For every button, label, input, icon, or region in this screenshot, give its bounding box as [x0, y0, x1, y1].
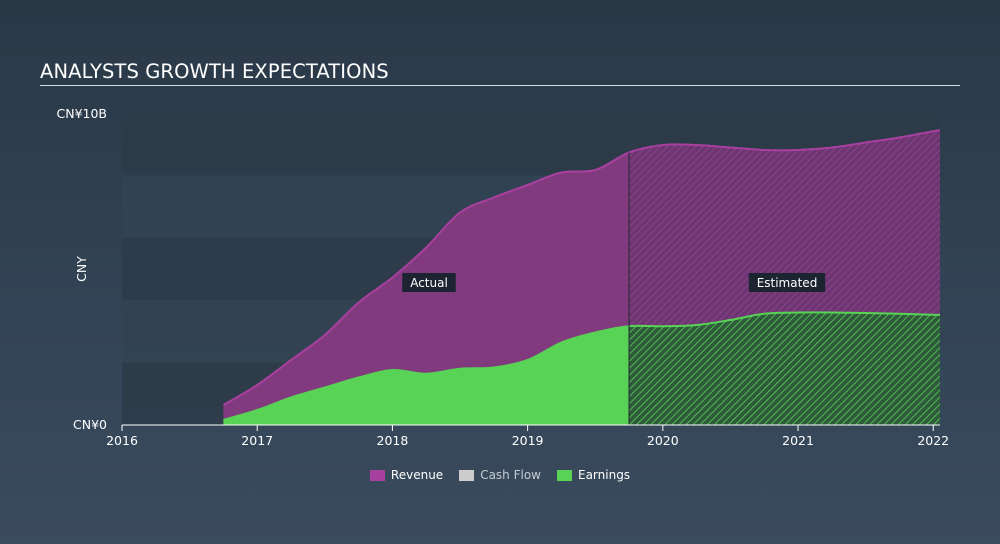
earnings-area-actual	[223, 326, 630, 425]
earnings-area-estimated	[629, 312, 940, 425]
axes: 2016 2017 2018 2019 2020 2021 2022 CN¥0 CN¥10B CN…	[56, 106, 949, 448]
x-tick-label: 2020	[647, 433, 679, 448]
earnings-line	[223, 311, 941, 421]
x-tick-label: 2022	[917, 433, 949, 448]
x-tick-label: 2019	[512, 433, 544, 448]
annotation-actual: Actual	[402, 273, 456, 292]
x-tick-label: 2017	[241, 433, 273, 448]
y-axis-label: CNY	[74, 256, 89, 282]
annotation-estimated-bg	[748, 273, 826, 292]
annotation-estimated: Estimated	[748, 273, 826, 292]
legend-item-earnings[interactable]: Earnings	[556, 468, 631, 482]
x-tick-label: 2016	[106, 433, 138, 448]
x-tick-label: 2021	[782, 433, 814, 448]
chart-title: ANALYSTS GROWTH EXPECTATIONS	[40, 60, 389, 83]
x-tick-label: 2018	[377, 433, 409, 448]
annotation-actual-text: Actual	[410, 276, 448, 290]
title-divider	[40, 85, 960, 86]
legend-label-earnings: Earnings	[577, 468, 631, 482]
annotations: Actual Estimated	[402, 273, 826, 292]
legend-label-revenue: Revenue	[390, 468, 444, 482]
y-tick-label: CN¥0	[73, 417, 107, 432]
legend-swatch-cash-flow	[459, 469, 475, 481]
legend: Revenue Cash Flow Earnings	[0, 468, 1000, 482]
legend-item-revenue[interactable]: Revenue	[369, 468, 444, 482]
legend-swatch-revenue	[369, 469, 385, 481]
legend-item-cash-flow[interactable]: Cash Flow	[459, 468, 541, 482]
legend-swatch-earnings	[556, 469, 572, 481]
legend-label-cash-flow: Cash Flow	[480, 468, 541, 482]
revenue-line	[222, 129, 941, 406]
annotation-estimated-text: Estimated	[757, 276, 818, 290]
y-tick-label: CN¥10B	[56, 106, 107, 121]
annotation-actual-bg	[402, 273, 456, 292]
